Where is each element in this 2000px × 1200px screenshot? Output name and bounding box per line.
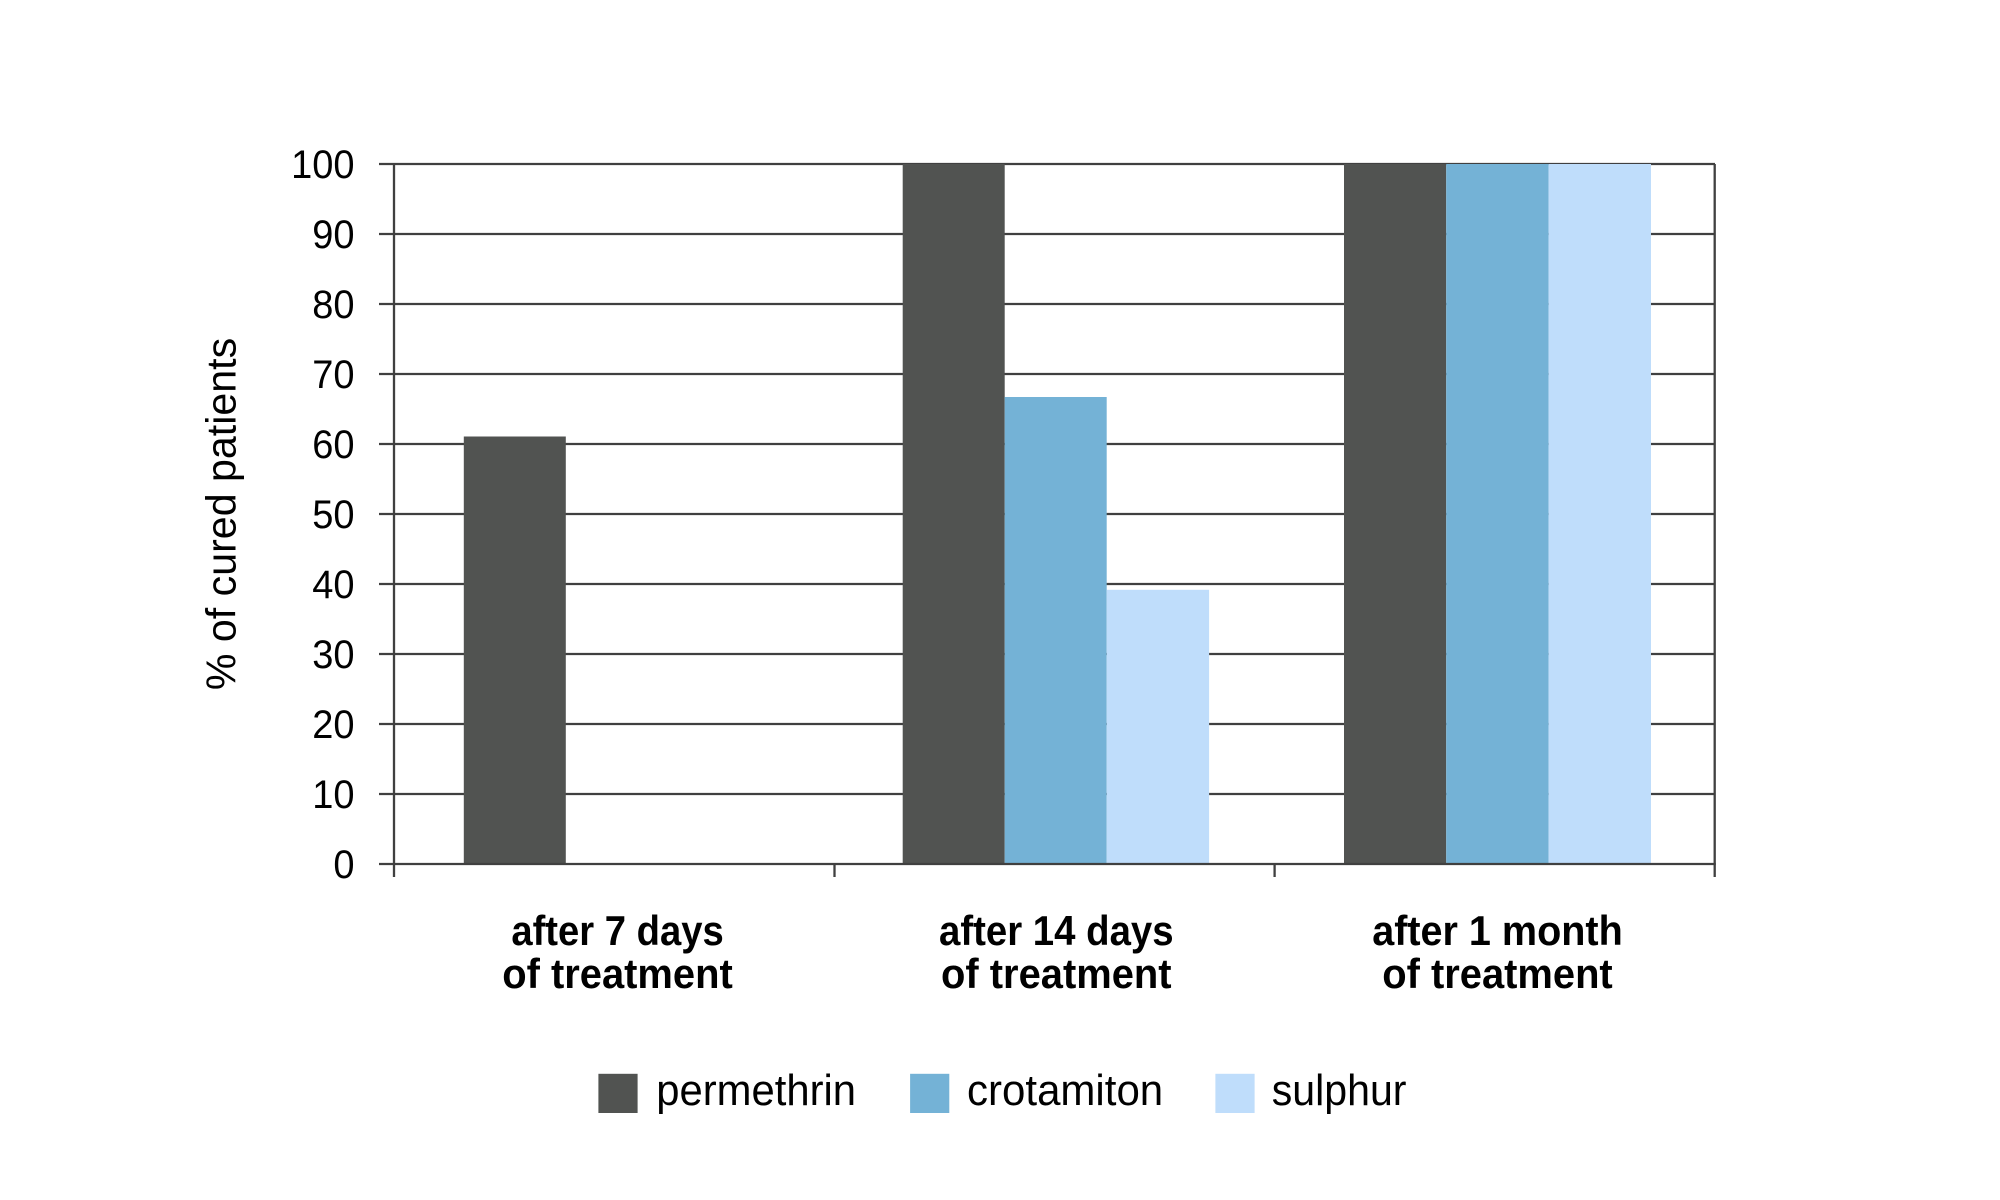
svg-text:0: 0 xyxy=(333,843,354,887)
svg-text:crotamiton: crotamiton xyxy=(967,1066,1163,1115)
svg-text:100: 100 xyxy=(291,143,354,187)
svg-text:10: 10 xyxy=(312,773,354,817)
svg-text:after 14 days: after 14 days xyxy=(939,907,1174,954)
svg-text:80: 80 xyxy=(312,283,354,327)
svg-text:after 7 days: after 7 days xyxy=(511,907,723,954)
svg-text:permethrin: permethrin xyxy=(656,1066,856,1115)
svg-text:% of cured patients: % of cured patients xyxy=(197,338,244,690)
svg-text:40: 40 xyxy=(312,563,354,607)
svg-text:after 1 month: after 1 month xyxy=(1372,907,1623,954)
svg-text:60: 60 xyxy=(312,423,354,467)
svg-text:sulphur: sulphur xyxy=(1272,1066,1407,1116)
svg-text:50: 50 xyxy=(312,493,354,537)
svg-text:20: 20 xyxy=(312,703,354,747)
svg-text:of treatment: of treatment xyxy=(941,950,1172,997)
svg-text:70: 70 xyxy=(312,353,354,397)
svg-text:90: 90 xyxy=(312,213,354,257)
svg-text:of treatment: of treatment xyxy=(1382,950,1613,997)
svg-text:30: 30 xyxy=(312,633,354,677)
svg-text:of treatment: of treatment xyxy=(502,950,733,997)
